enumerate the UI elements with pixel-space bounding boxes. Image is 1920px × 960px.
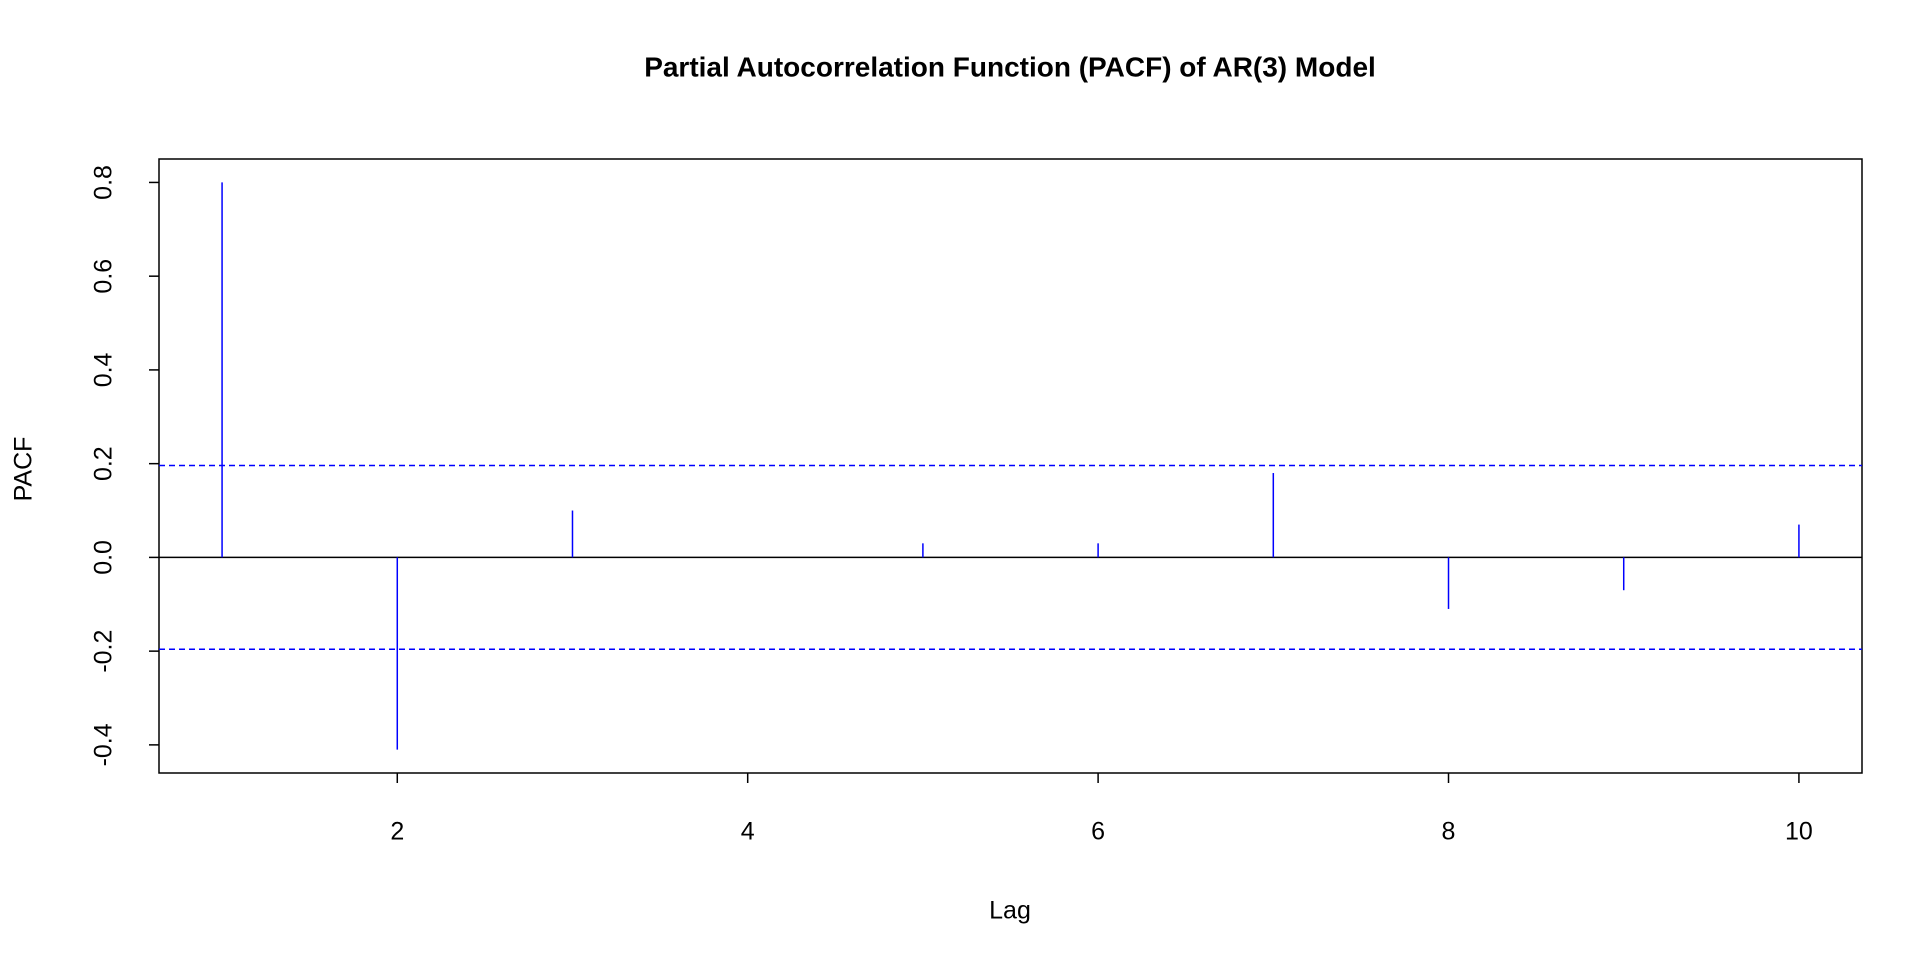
y-tick-label: -0.4 [90,723,118,766]
y-axis-label: PACF [10,437,38,502]
y-tick-label: 0.6 [90,259,118,294]
x-tick-label: 2 [390,818,404,846]
x-tick-label: 10 [1785,818,1813,846]
chart-title: Partial Autocorrelation Function (PACF) … [644,51,1376,82]
y-tick-label: 0.2 [90,446,118,481]
x-axis-label: Lag [989,897,1031,925]
y-tick-label: -0.2 [90,630,118,673]
x-tick-label: 4 [741,818,755,846]
y-tick-label: 0.0 [90,540,118,575]
x-tick-label: 8 [1442,818,1456,846]
x-tick-label: 6 [1091,818,1105,846]
y-tick-label: 0.4 [90,352,118,387]
y-tick-label: 0.8 [90,165,118,200]
